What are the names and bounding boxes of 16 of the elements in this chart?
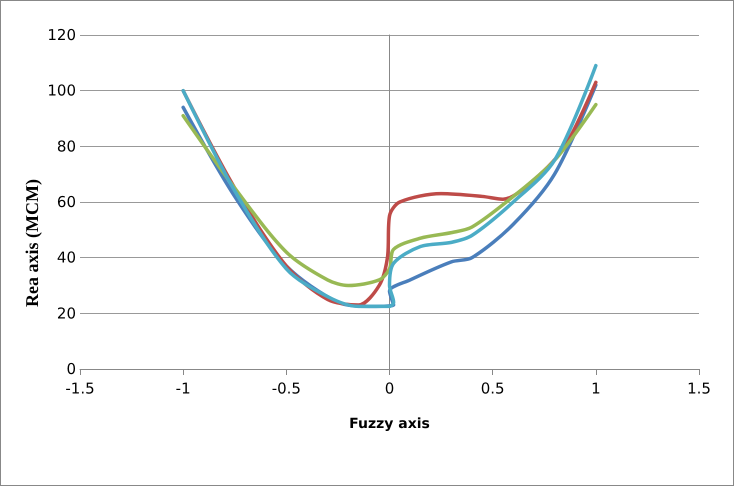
y-tick-label: 100 (47, 82, 76, 100)
y-axis-title: Rea axis (MCM) (22, 179, 42, 307)
x-tick-label: 0.5 (480, 380, 505, 398)
x-tick-label: 1 (591, 380, 601, 398)
y-tick-label: 120 (47, 26, 76, 44)
y-tick-label: 40 (56, 248, 76, 267)
y-tick-label: 0 (66, 360, 76, 378)
x-tick-label: -1 (176, 380, 191, 398)
y-tick-label: 20 (56, 304, 76, 322)
x-tick-label: 1.5 (687, 380, 711, 398)
y-tick-label: 80 (56, 137, 76, 156)
x-tick-label: 0 (384, 380, 394, 398)
x-tick-label: -1.5 (65, 380, 95, 398)
y-tick-label: 60 (56, 193, 76, 211)
x-axis-title: Fuzzy axis (349, 416, 430, 432)
x-tick-label: -0.5 (272, 380, 301, 398)
